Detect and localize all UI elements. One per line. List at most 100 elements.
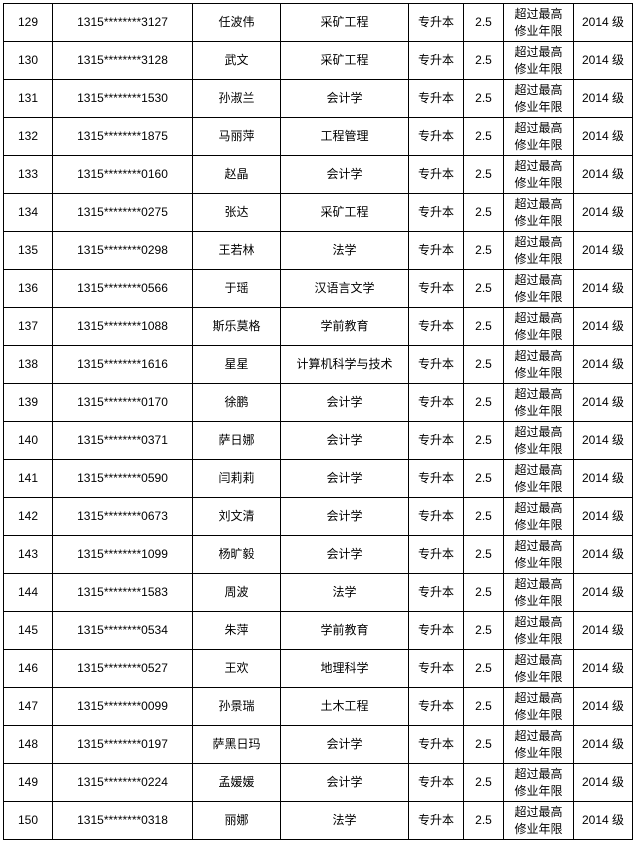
status-cell: 超过最高修业年限 [503,421,574,460]
level-cell: 专升本 [408,3,464,42]
student-name-cell: 星星 [192,345,281,384]
years-cell: 2.5 [463,383,504,422]
major-cell: 地理科学 [280,649,409,688]
table-row: 149 1315********0224 孟媛媛 会计学 专升本 2.5 超过最高修业年限 2… [3,763,633,802]
grade-cell: 2014 级 [573,231,633,270]
level-cell: 专升本 [408,383,464,422]
row-number-cell: 131 [3,79,53,118]
level-cell: 专升本 [408,725,464,764]
years-cell: 2.5 [463,3,504,42]
status-text: 超过最高修业年限 [514,652,563,684]
row-number-cell: 149 [3,763,53,802]
level-cell: 专升本 [408,649,464,688]
row-number-cell: 142 [3,497,53,536]
table-row: 130 1315********3128 武文 采矿工程 专升本 2.5 超过最高修业年限 2… [3,41,633,80]
student-name-cell: 武文 [192,41,281,80]
student-name-cell: 张达 [192,193,281,232]
table-row: 135 1315********0298 王若林 法学 专升本 2.5 超过最高修业年限 20… [3,231,633,270]
table-row: 139 1315********0170 徐鹏 会计学 专升本 2.5 超过最高修业年限 20… [3,383,633,422]
student-id-cell: 1315********0318 [52,801,193,840]
status-cell: 超过最高修业年限 [503,535,574,574]
student-name-cell: 王欢 [192,649,281,688]
student-id-cell: 1315********0275 [52,193,193,232]
student-name-cell: 赵晶 [192,155,281,194]
table-row: 150 1315********0318 丽娜 法学 专升本 2.5 超过最高修业年限 201… [3,801,633,840]
grade-cell: 2014 级 [573,155,633,194]
major-cell: 会计学 [280,497,409,536]
level-cell: 专升本 [408,573,464,612]
status-cell: 超过最高修业年限 [503,801,574,840]
grade-cell: 2014 级 [573,383,633,422]
student-name-cell: 任波伟 [192,3,281,42]
major-cell: 会计学 [280,79,409,118]
major-cell: 土木工程 [280,687,409,726]
status-text: 超过最高修业年限 [514,120,563,152]
status-text: 超过最高修业年限 [514,538,563,570]
row-number-cell: 146 [3,649,53,688]
level-cell: 专升本 [408,801,464,840]
major-cell: 会计学 [280,383,409,422]
status-cell: 超过最高修业年限 [503,383,574,422]
student-id-cell: 1315********0527 [52,649,193,688]
student-id-cell: 1315********3128 [52,41,193,80]
status-cell: 超过最高修业年限 [503,687,574,726]
student-name-cell: 闫莉莉 [192,459,281,498]
table-row: 132 1315********1875 马丽萍 工程管理 专升本 2.5 超过最高修业年限… [3,117,633,156]
row-number-cell: 139 [3,383,53,422]
grade-cell: 2014 级 [573,573,633,612]
status-cell: 超过最高修业年限 [503,155,574,194]
grade-cell: 2014 级 [573,117,633,156]
status-text: 超过最高修业年限 [514,424,563,456]
major-cell: 会计学 [280,421,409,460]
table-row: 141 1315********0590 闫莉莉 会计学 专升本 2.5 超过最高修业年限 2… [3,459,633,498]
level-cell: 专升本 [408,117,464,156]
major-cell: 会计学 [280,155,409,194]
status-cell: 超过最高修业年限 [503,649,574,688]
level-cell: 专升本 [408,421,464,460]
student-name-cell: 于瑶 [192,269,281,308]
years-cell: 2.5 [463,41,504,80]
table-row: 134 1315********0275 张达 采矿工程 专升本 2.5 超过最高修业年限 2… [3,193,633,232]
major-cell: 学前教育 [280,611,409,650]
status-cell: 超过最高修业年限 [503,573,574,612]
level-cell: 专升本 [408,687,464,726]
years-cell: 2.5 [463,345,504,384]
major-cell: 会计学 [280,725,409,764]
student-id-cell: 1315********0673 [52,497,193,536]
major-cell: 会计学 [280,535,409,574]
row-number-cell: 140 [3,421,53,460]
grade-cell: 2014 级 [573,801,633,840]
years-cell: 2.5 [463,801,504,840]
row-number-cell: 133 [3,155,53,194]
status-cell: 超过最高修业年限 [503,307,574,346]
years-cell: 2.5 [463,231,504,270]
major-cell: 法学 [280,231,409,270]
level-cell: 专升本 [408,79,464,118]
grade-cell: 2014 级 [573,535,633,574]
student-id-cell: 1315********0298 [52,231,193,270]
grade-cell: 2014 级 [573,307,633,346]
status-text: 超过最高修业年限 [514,44,563,76]
student-id-cell: 1315********1530 [52,79,193,118]
years-cell: 2.5 [463,459,504,498]
status-cell: 超过最高修业年限 [503,41,574,80]
years-cell: 2.5 [463,649,504,688]
row-number-cell: 136 [3,269,53,308]
level-cell: 专升本 [408,193,464,232]
row-number-cell: 143 [3,535,53,574]
grade-cell: 2014 级 [573,79,633,118]
grade-cell: 2014 级 [573,497,633,536]
years-cell: 2.5 [463,763,504,802]
student-id-cell: 1315********1616 [52,345,193,384]
student-id-cell: 1315********1875 [52,117,193,156]
status-text: 超过最高修业年限 [514,234,563,266]
level-cell: 专升本 [408,535,464,574]
major-cell: 法学 [280,573,409,612]
status-text: 超过最高修业年限 [514,614,563,646]
student-name-cell: 孙淑兰 [192,79,281,118]
grade-cell: 2014 级 [573,269,633,308]
student-name-cell: 周波 [192,573,281,612]
status-cell: 超过最高修业年限 [503,345,574,384]
student-name-cell: 孙景瑞 [192,687,281,726]
level-cell: 专升本 [408,763,464,802]
